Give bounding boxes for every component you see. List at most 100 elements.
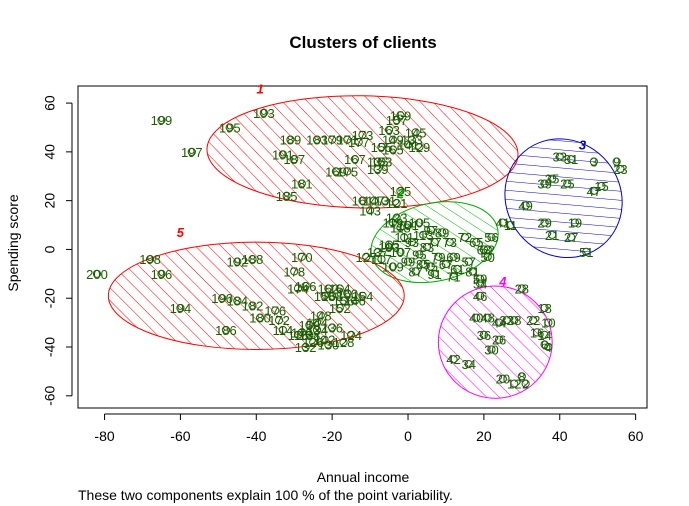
point-label: 36 [477,328,491,343]
data-point [316,311,325,320]
data-point [248,255,257,264]
data-point [373,247,382,256]
data-point [475,274,485,283]
point-label: 14 [537,328,551,343]
x-tick-label: 0 [404,428,412,444]
cluster-ellipse-5 [107,241,405,350]
data-point [494,335,504,344]
point-label: 180 [249,311,271,326]
data-point [358,291,367,300]
x-axis: -80 -60 -40 -20 0 20 40 60 [94,413,644,444]
point-label: 193 [253,106,275,121]
data-point [248,301,257,310]
point-label: 167 [344,152,366,167]
data-point [350,155,360,164]
y-tick-label: -40 [42,337,58,357]
point-label: 158 [314,289,336,304]
point-label: 16 [530,325,544,340]
cluster-label-4: 4 [498,274,507,289]
data-point [567,155,576,164]
data-point [312,135,322,144]
data-point [411,128,420,137]
x-tick-label: 40 [552,428,568,444]
point-label: 18 [537,301,551,316]
point-label: 10 [541,316,555,331]
data-point [324,284,333,293]
data-point [563,179,572,188]
point-label: 163 [378,123,400,138]
point-label: 83 [420,240,434,255]
point-label: 35 [545,172,559,187]
point-label: 114 [272,323,293,338]
point-label: 191 [272,147,294,162]
point-label: 91 [427,267,441,282]
point-label: 81 [465,264,479,279]
data-point [358,130,367,139]
point-label: 75 [424,260,438,275]
data-point [187,147,196,156]
point-label: 27 [564,230,578,245]
data-point [290,155,299,164]
data-point [377,255,386,264]
point-label: 61 [450,262,464,277]
point-label: 46 [473,289,487,304]
point-label: 48 [480,311,494,326]
point-label: 139 [367,162,389,177]
point-label: 47 [587,184,601,199]
point-label: 87 [408,264,422,279]
data-point [415,250,424,259]
point-label: 4 [545,340,552,355]
point-label: 109 [382,260,404,275]
data-point [449,252,458,261]
x-tick-label: -20 [322,428,342,444]
data-point [274,316,284,325]
data-point [339,296,348,305]
data-point [487,345,496,354]
data-point [282,191,291,200]
data-point [494,318,504,327]
point-label: 107 [390,245,412,260]
data-point [301,281,310,291]
point-label: 95 [412,247,426,262]
data-point [373,164,382,174]
point-label: 32 [499,313,513,328]
data-point [369,196,378,205]
data-point [331,167,341,176]
data-point [290,267,299,276]
point-label: 57 [461,255,475,270]
data-point [570,218,580,227]
data-point [415,142,424,152]
point-label: 119 [382,216,403,231]
point-label: 121 [386,196,408,211]
point-label: 159 [390,108,412,123]
data-point [176,303,185,313]
point-label: 157 [386,113,408,128]
data-point [388,135,397,144]
point-label: 12 [507,377,521,392]
data-point [358,196,367,205]
plot-frame [77,85,648,409]
data-point [400,233,409,242]
point-label: 189 [280,133,302,148]
point-label: 116 [288,328,309,343]
data-point [430,269,439,278]
data-point [350,296,360,305]
point-label: 190 [211,291,233,306]
point-label: 165 [382,142,404,157]
data-point [255,313,265,322]
point-label: 105 [409,216,431,231]
point-label: 85 [416,257,430,272]
x-tick-label: -80 [94,428,114,444]
data-point [540,179,549,188]
data-point [320,291,329,300]
point-label: 20 [496,372,510,387]
point-label: 28 [515,281,529,296]
point-label: 125 [390,184,412,199]
data-point [419,230,428,239]
data-point [475,291,485,300]
point-label: 9 [613,155,620,170]
cluster-label-1: 1 [256,81,263,96]
data-point [362,252,371,261]
data-point [218,294,227,303]
